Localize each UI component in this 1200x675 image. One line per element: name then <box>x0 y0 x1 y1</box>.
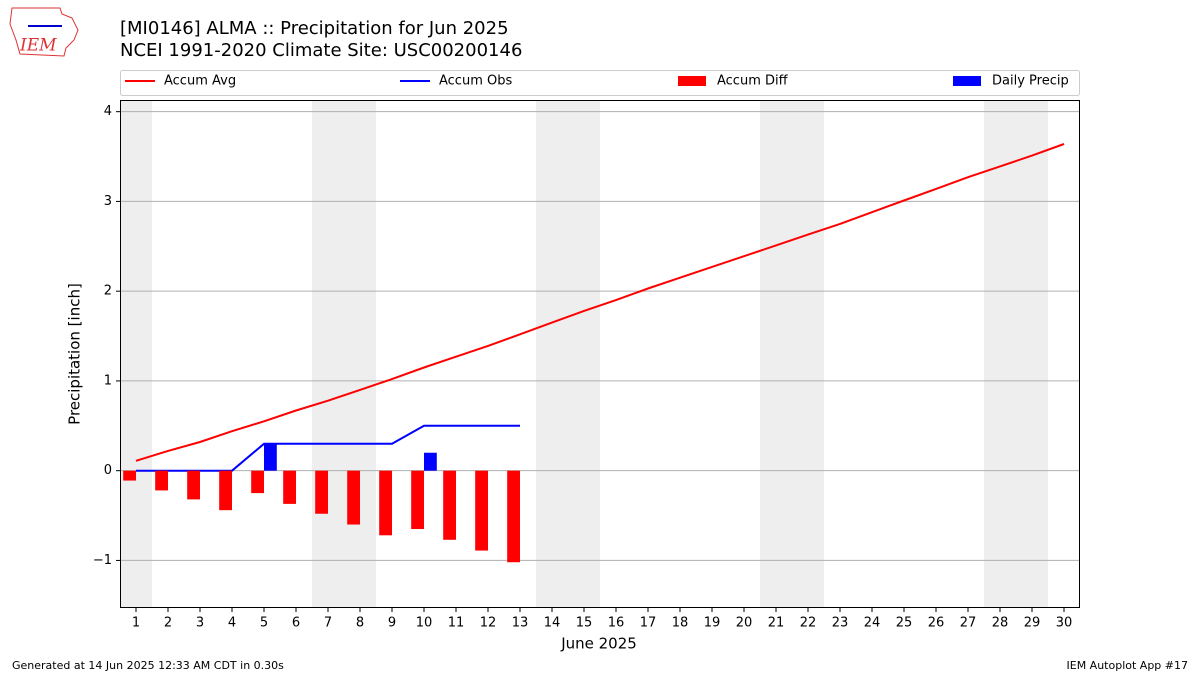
line <box>135 143 1065 462</box>
y-tick-label: 3 <box>104 194 112 209</box>
x-tick-label: 23 <box>832 616 849 631</box>
x-tick-label: 10 <box>416 616 433 631</box>
x-tick-label: 11 <box>448 616 465 631</box>
x-tick-label: 1 <box>132 616 140 631</box>
x-tick-label: 7 <box>324 616 332 631</box>
bar <box>379 470 392 536</box>
chart-subtitle: NCEI 1991-2020 Climate Site: USC00200146 <box>120 40 522 61</box>
legend-swatch <box>953 76 981 86</box>
plot-frame <box>120 100 1080 608</box>
logo-text: IEM <box>19 36 57 56</box>
x-tick-label: 2 <box>164 616 172 631</box>
bar <box>187 470 200 500</box>
weekend-band <box>344 100 376 608</box>
bar <box>251 470 264 494</box>
bar <box>347 470 360 525</box>
x-tick-label: 18 <box>672 616 689 631</box>
x-tick-label: 30 <box>1056 616 1073 631</box>
x-tick-label: 16 <box>608 616 625 631</box>
weekend-band <box>536 100 568 608</box>
logo-outline <box>9 7 79 57</box>
legend-label: Accum Diff <box>717 74 789 89</box>
bar <box>315 470 328 514</box>
bar <box>123 470 136 481</box>
x-tick-label: 27 <box>960 616 977 631</box>
x-tick-label: 26 <box>928 616 945 631</box>
x-tick-label: 19 <box>704 616 721 631</box>
x-tick-label: 14 <box>544 616 561 631</box>
legend-box <box>120 70 1080 96</box>
bar <box>507 470 520 563</box>
bar <box>283 470 296 504</box>
bar <box>475 470 488 551</box>
logo: IEM <box>9 7 79 57</box>
weekend-band <box>1016 100 1048 608</box>
x-tick-label: 15 <box>576 616 593 631</box>
chart-title: [MI0146] ALMA :: Precipitation for Jun 2… <box>120 18 509 39</box>
weekend-band <box>120 100 152 608</box>
y-tick-label: 1 <box>104 373 112 388</box>
x-tick-label: 4 <box>228 616 236 631</box>
x-axis-label: June 2025 <box>560 635 637 653</box>
x-tick-label: 29 <box>1024 616 1041 631</box>
bar <box>411 470 424 530</box>
x-tick-label: 24 <box>864 616 881 631</box>
bar <box>155 470 168 491</box>
x-tick-label: 6 <box>292 616 300 631</box>
y-tick-label: 0 <box>104 463 112 478</box>
legend-label: Accum Obs <box>439 74 512 89</box>
weekend-band <box>760 100 792 608</box>
x-tick-label: 20 <box>736 616 753 631</box>
bar <box>443 470 456 540</box>
y-axis-label: Precipitation [inch] <box>66 283 84 425</box>
y-tick-label: 2 <box>104 284 112 299</box>
x-tick-label: 3 <box>196 616 204 631</box>
footer-right: IEM Autoplot App #17 <box>1067 659 1189 672</box>
x-tick-label: 25 <box>896 616 913 631</box>
weekend-band <box>984 100 1016 608</box>
x-tick-label: 21 <box>768 616 785 631</box>
footer-left: Generated at 14 Jun 2025 12:33 AM CDT in… <box>12 659 284 672</box>
legend-swatch <box>678 76 706 86</box>
y-tick-label: 4 <box>104 104 112 119</box>
x-tick-label: 28 <box>992 616 1009 631</box>
x-tick-label: 8 <box>356 616 364 631</box>
y-tick-label: −1 <box>93 553 112 568</box>
bar <box>264 443 277 471</box>
x-tick-label: 12 <box>480 616 497 631</box>
legend-label: Daily Precip <box>992 74 1069 89</box>
x-tick-label: 5 <box>260 616 268 631</box>
x-tick-label: 9 <box>388 616 396 631</box>
weekend-band <box>312 100 344 608</box>
x-tick-label: 13 <box>512 616 529 631</box>
bar <box>219 470 232 511</box>
x-tick-label: 22 <box>800 616 817 631</box>
x-tick-label: 17 <box>640 616 657 631</box>
weekend-band <box>568 100 600 608</box>
bar <box>424 452 437 471</box>
weekend-band <box>792 100 824 608</box>
legend-label: Accum Avg <box>164 74 236 89</box>
